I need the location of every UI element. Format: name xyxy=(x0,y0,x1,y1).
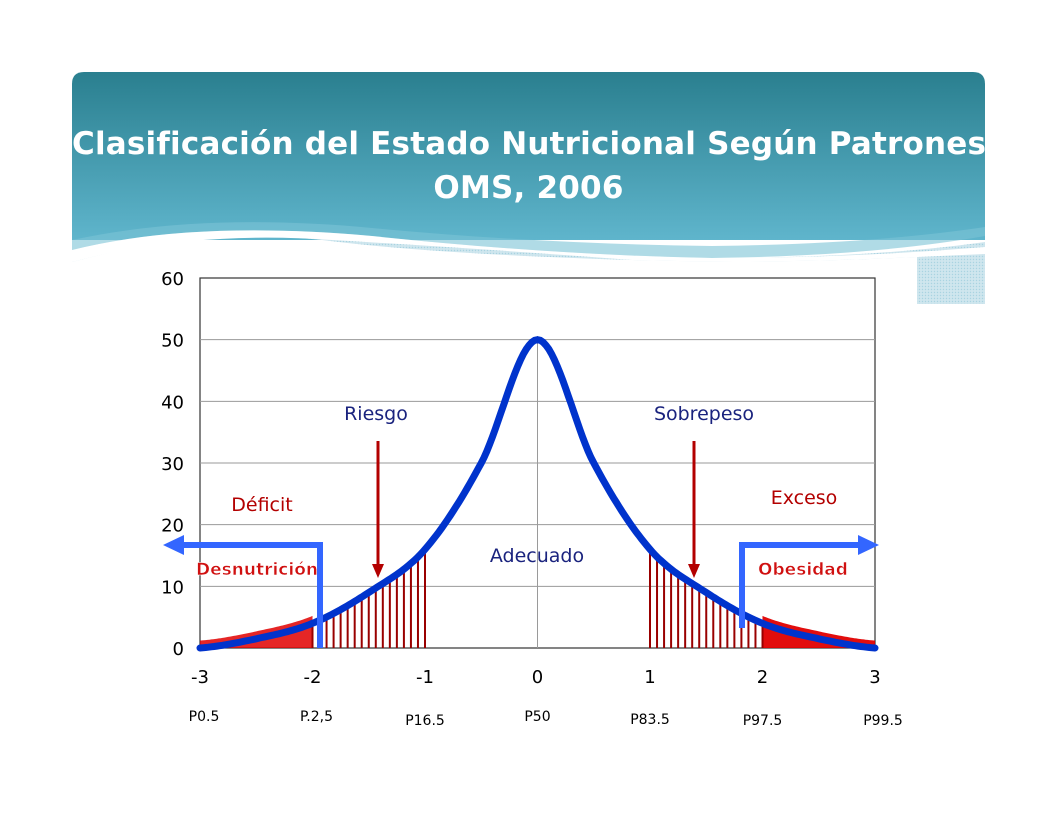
x-tick-label: -3 xyxy=(191,667,209,688)
left-tail-zone xyxy=(200,615,313,648)
slide-title-line-1: Clasificación del Estado Nutricional Seg… xyxy=(72,126,987,162)
y-tick-label: 50 xyxy=(161,331,184,352)
x-tick-label: 1 xyxy=(644,667,655,688)
percentile-label: P99.5 xyxy=(863,713,903,729)
x-tick-label: 0 xyxy=(532,667,543,688)
exceso-label: Exceso xyxy=(771,487,838,509)
y-tick-label: 40 xyxy=(161,392,184,413)
annotation-layer: Riesgo Sobrepeso Déficit Exceso Adecuado Desn… xyxy=(163,403,879,648)
riesgo-arrow-head xyxy=(372,564,384,578)
percentile-label: P.2,5 xyxy=(300,709,333,725)
desnutricion-bracket xyxy=(182,542,323,648)
right-tail-zone xyxy=(762,615,875,648)
desnutricion-label: Desnutrición xyxy=(196,560,318,580)
percentile-label: P50 xyxy=(524,709,550,725)
adecuado-label: Adecuado xyxy=(490,545,584,567)
sobrepeso-arrow-head xyxy=(688,564,700,578)
curve-layer xyxy=(196,336,879,652)
percentile-label: P97.5 xyxy=(743,713,783,729)
percentile-label: P83.5 xyxy=(630,712,670,728)
grid-layer xyxy=(199,277,876,649)
y-tick-label: 30 xyxy=(161,454,184,475)
riesgo-label: Riesgo xyxy=(344,403,408,425)
title-banner xyxy=(72,72,985,304)
x-tick-label: 2 xyxy=(757,667,768,688)
slide-title-line-2: OMS, 2006 xyxy=(433,170,624,206)
deficit-label: Déficit xyxy=(231,494,292,516)
y-tick-label: 20 xyxy=(161,516,184,537)
obesidad-bracket xyxy=(739,542,860,628)
x-tick-label: 3 xyxy=(869,667,880,688)
x-tick-label: -2 xyxy=(304,667,322,688)
desnutricion-arrowhead xyxy=(163,535,184,555)
y-tick-label: 0 xyxy=(173,639,184,660)
tick-layer: 0 10 20 30 40 50 60 -3 -2 -1 0 1 2 3 P0.5 P.2,5 P16.5 P50… xyxy=(161,269,903,729)
y-tick-label: 60 xyxy=(161,269,184,290)
zone-layer xyxy=(200,615,875,648)
x-tick-label: -1 xyxy=(416,667,434,688)
percentile-label: P16.5 xyxy=(405,713,445,729)
banner-background xyxy=(72,72,985,304)
percentile-label: P0.5 xyxy=(189,709,220,725)
y-tick-label: 10 xyxy=(161,577,184,598)
sobrepeso-label: Sobrepeso xyxy=(654,403,754,425)
distribution-curve xyxy=(196,336,879,652)
obesidad-label: Obesidad xyxy=(758,560,848,580)
obesidad-arrowhead xyxy=(858,535,879,555)
slide-title: Clasificación del Estado Nutricional Seg… xyxy=(72,122,987,210)
